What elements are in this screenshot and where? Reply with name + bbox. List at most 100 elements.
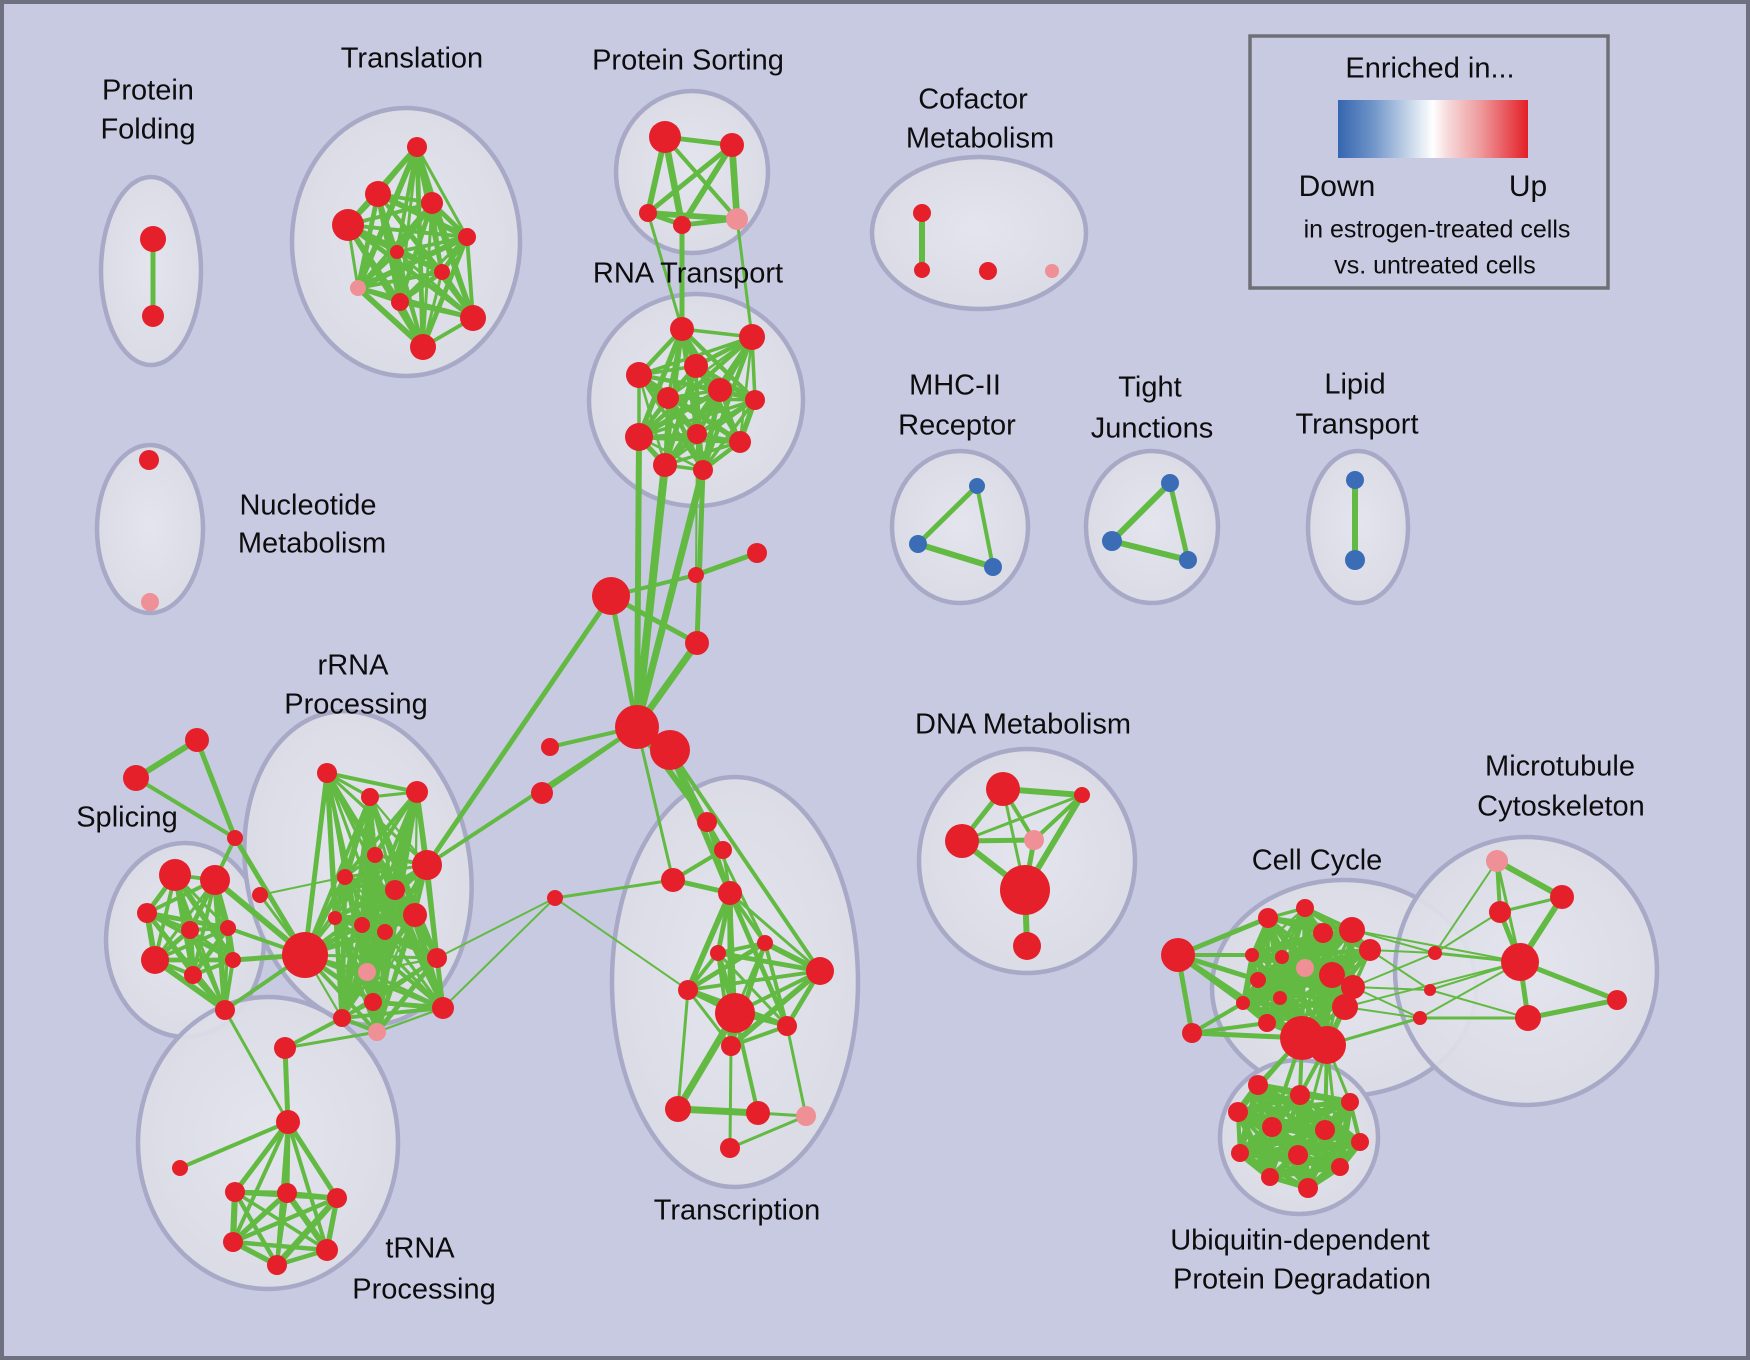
edge-rrna-processing bbox=[341, 1006, 444, 1020]
node-ubiquitin-degradation-0-red bbox=[1248, 1075, 1268, 1095]
edge-cell-cycle-to-microtubule-cytoskeleton bbox=[1351, 929, 1436, 954]
edge-tight-junctions bbox=[1167, 482, 1191, 561]
edge-splicing bbox=[212, 879, 228, 1011]
edge-transcription bbox=[677, 1105, 759, 1117]
edge-dna-metabolism bbox=[961, 793, 1083, 843]
edge-translation bbox=[355, 145, 420, 290]
node-splicing-4-red bbox=[220, 920, 236, 936]
node-translation-2-red bbox=[421, 192, 443, 214]
node-transcription-1-red bbox=[714, 841, 732, 859]
edge-cell-cycle bbox=[1257, 977, 1346, 1010]
node-microtubule-cytoskeleton-5-red bbox=[1607, 990, 1627, 1010]
cluster-ellipse-mhc-ii-receptor bbox=[889, 448, 1031, 606]
node-ubiquitin-degradation-9-red bbox=[1331, 1158, 1349, 1176]
node-transcription-5-red bbox=[710, 945, 726, 961]
edge-rna-transport-to-hub bbox=[633, 464, 669, 728]
node-translation-5-red bbox=[390, 245, 404, 259]
edge-hub-to-transcription bbox=[554, 897, 689, 991]
node-rrna-processing-0-red bbox=[317, 763, 337, 783]
legend: Enriched in... Down Up in estrogen-treated … bbox=[1248, 34, 1610, 290]
node-cell-cycle-17-red bbox=[1161, 938, 1195, 972]
cluster-label-cofactor-metabolism-line1: Cofactor bbox=[918, 84, 1028, 116]
node-translation-4-red bbox=[458, 228, 476, 246]
node-cell-cycle-3-red bbox=[1339, 917, 1365, 943]
edge-hub-to-transcription bbox=[635, 726, 675, 881]
cluster-label-dna-metabolism: DNA Metabolism bbox=[915, 709, 1131, 741]
edge-transcription bbox=[717, 950, 821, 974]
edge-rrna-processing bbox=[376, 1006, 444, 1034]
node-ubiquitin-degradation-2-red bbox=[1341, 1093, 1359, 1111]
node-rrna-processing-6-red bbox=[385, 880, 405, 900]
node-dna-metabolism-3-pink bbox=[1024, 830, 1044, 850]
edge-rrna-processing bbox=[326, 771, 418, 794]
node-splicing-satellite-1-red bbox=[123, 765, 149, 791]
cluster-label-tight-junctions-line1: Tight bbox=[1118, 372, 1181, 404]
edge-rna-transport-to-hub bbox=[694, 469, 706, 644]
edge-translation bbox=[356, 234, 469, 291]
edge-rrna-processing bbox=[334, 888, 396, 920]
cluster-label-rrna-processing-line2: Processing bbox=[284, 689, 427, 721]
node-microtubule-cytoskeleton-1-red bbox=[1550, 885, 1574, 909]
edge-rna-transport bbox=[638, 398, 756, 439]
edge-trna-processing bbox=[233, 1190, 279, 1267]
node-ubiquitin-degradation-11-red bbox=[1298, 1178, 1318, 1198]
node-transcription-4-red bbox=[757, 935, 773, 951]
edge-rna-transport bbox=[667, 396, 756, 402]
node-hub-0-red bbox=[592, 577, 630, 615]
node-cell-cycle-13-red bbox=[1332, 994, 1358, 1020]
edge-transcription bbox=[716, 951, 789, 1028]
edge-translation bbox=[346, 223, 475, 320]
edge-cell-cycle-to-microtubule-cytoskeleton bbox=[1352, 952, 1436, 988]
node-cofactor-metabolism-0-red bbox=[913, 204, 931, 222]
node-rrna-processing-13-pink bbox=[368, 1023, 386, 1041]
cluster-label-splicing: Splicing bbox=[76, 802, 178, 834]
node-transcription-14-red bbox=[720, 1138, 740, 1158]
edge-rrna-processing bbox=[366, 956, 438, 974]
edges-mhc-ii-receptor bbox=[916, 484, 995, 570]
node-cell-cycle-6-red bbox=[1275, 950, 1289, 964]
node-trna-processing-3-red bbox=[277, 1183, 297, 1203]
edges-tight-junctions bbox=[1109, 480, 1191, 563]
node-cell-cycle-12-red bbox=[1273, 991, 1287, 1005]
node-rrna-processing-17-red bbox=[432, 997, 454, 1019]
edge-transcription bbox=[729, 1114, 807, 1150]
edge-mhc-ii-receptor bbox=[917, 541, 994, 570]
node-transcription-13-pink bbox=[796, 1106, 816, 1126]
node-cell-cycle-11-red bbox=[1236, 996, 1250, 1010]
edge-rna-transport bbox=[701, 398, 757, 472]
node-splicing-2-red bbox=[137, 903, 157, 923]
cluster-label-tight-junctions-line2: Junctions bbox=[1091, 413, 1214, 445]
node-rrna-processing-8-red bbox=[354, 917, 370, 933]
node-trna-processing-7-red bbox=[267, 1255, 287, 1275]
node-rna-transport-2-red bbox=[626, 362, 652, 388]
edge-microtubule-cytoskeleton bbox=[1434, 860, 1498, 954]
node-translation-6-red bbox=[434, 264, 450, 280]
edge-rna-transport bbox=[700, 336, 755, 471]
cluster-label-nucleotide-metabolism-line1: Nucleotide bbox=[239, 490, 376, 522]
node-tight-junctions-1-blue bbox=[1102, 531, 1122, 551]
edge-splicing-satellite bbox=[194, 739, 238, 839]
edge-dna-metabolism bbox=[1032, 793, 1084, 842]
cluster-label-cofactor-metabolism-line2: Metabolism bbox=[906, 123, 1054, 155]
node-splicing-5-red bbox=[141, 946, 169, 974]
edge-tight-junctions bbox=[1111, 538, 1189, 563]
node-translation-1-red bbox=[365, 181, 391, 207]
edge-trna-processing bbox=[282, 1047, 291, 1123]
node-cofactor-metabolism-1-red bbox=[914, 262, 930, 278]
edge-protein-sorting-to-rna-transport bbox=[646, 212, 684, 330]
node-cell-cycle-18-red bbox=[1182, 1023, 1202, 1043]
edge-mhc-ii-receptor bbox=[916, 484, 979, 546]
node-splicing-satellite-2-red bbox=[227, 830, 243, 846]
cluster-label-lipid-transport-line1: Lipid bbox=[1324, 369, 1385, 401]
node-transcription-9-red bbox=[777, 1016, 797, 1036]
node-lipid-transport-1-blue bbox=[1345, 550, 1365, 570]
edge-trna-processing bbox=[274, 1195, 340, 1268]
node-microtubule-cytoskeleton-4-red bbox=[1515, 1005, 1541, 1031]
edge-splicing-to-trna-processing bbox=[223, 1009, 290, 1123]
node-trna-processing-1-red bbox=[172, 1160, 188, 1176]
cluster-ellipse-protein-sorting bbox=[613, 88, 771, 256]
node-microtubule-cytoskeleton-6-red bbox=[1428, 946, 1442, 960]
edge-ubiquitin-degradation bbox=[1237, 1099, 1351, 1115]
node-dna-metabolism-0-red bbox=[986, 772, 1020, 806]
